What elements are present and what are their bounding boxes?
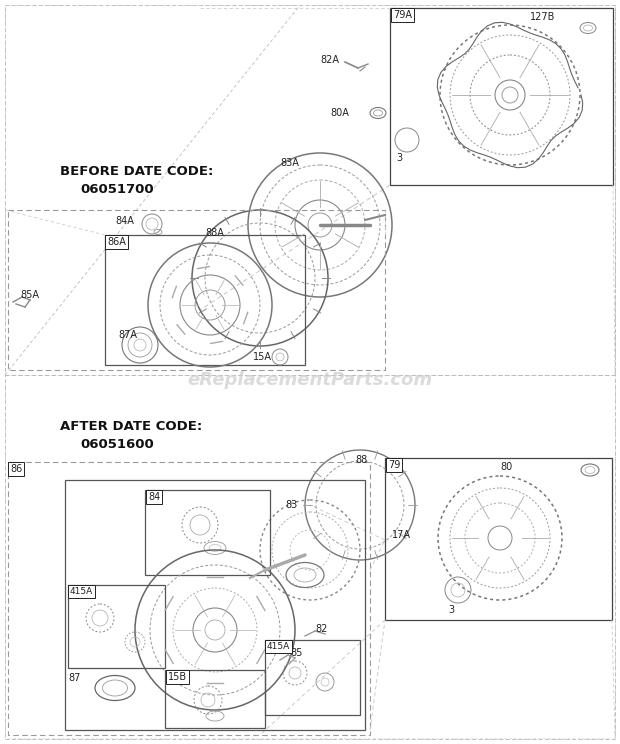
- Text: 15A: 15A: [253, 352, 272, 362]
- Bar: [5, 5, 615, 375]
- Text: AFTER DATE CODE:: AFTER DATE CODE:: [60, 420, 202, 433]
- Text: 3: 3: [396, 153, 402, 163]
- Bar: [385, 458, 612, 620]
- Text: 3: 3: [448, 605, 454, 615]
- Bar: [65, 480, 365, 730]
- Text: 82A: 82A: [320, 55, 339, 65]
- Bar: [165, 670, 265, 728]
- Text: 06051700: 06051700: [80, 183, 154, 196]
- Text: 85A: 85A: [20, 290, 39, 300]
- Text: 127B: 127B: [530, 12, 556, 22]
- Text: 87A: 87A: [118, 330, 137, 340]
- Bar: [8, 462, 370, 735]
- Bar: [5, 375, 615, 739]
- Text: 79A: 79A: [393, 10, 412, 20]
- Bar: [265, 640, 360, 715]
- Text: 88A: 88A: [205, 228, 224, 238]
- Bar: [68, 585, 165, 668]
- Text: 83: 83: [285, 500, 297, 510]
- Bar: [145, 490, 270, 575]
- Bar: [8, 210, 385, 370]
- Text: 88: 88: [355, 455, 367, 465]
- Text: 80A: 80A: [330, 108, 349, 118]
- Bar: [105, 235, 305, 365]
- Text: 06051600: 06051600: [80, 438, 154, 451]
- Text: 15B: 15B: [168, 672, 187, 682]
- Text: BEFORE DATE CODE:: BEFORE DATE CODE:: [60, 165, 213, 178]
- Text: 415A: 415A: [70, 587, 93, 596]
- Bar: [390, 8, 613, 185]
- Text: 84: 84: [148, 492, 160, 502]
- Text: 83A: 83A: [280, 158, 299, 168]
- Text: 86: 86: [10, 464, 22, 474]
- Text: 415A: 415A: [267, 642, 290, 651]
- Text: 86A: 86A: [107, 237, 126, 247]
- Text: 80: 80: [500, 462, 512, 472]
- Text: 82: 82: [315, 624, 327, 634]
- Text: eReplacementParts.com: eReplacementParts.com: [187, 371, 433, 389]
- Text: 85: 85: [290, 648, 303, 658]
- Text: 17A: 17A: [392, 530, 411, 540]
- Text: 87: 87: [68, 673, 81, 683]
- Text: 79: 79: [388, 460, 401, 470]
- Text: 84A: 84A: [115, 216, 134, 226]
